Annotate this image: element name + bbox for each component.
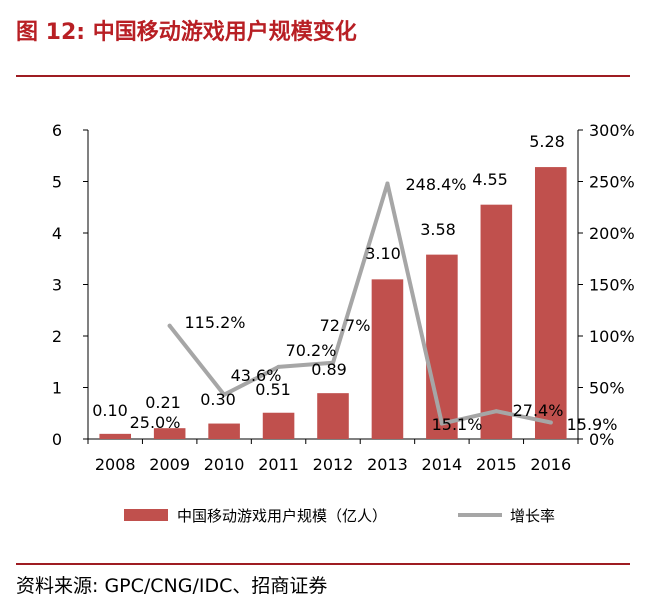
x-tick-label: 2009 xyxy=(149,455,190,474)
bar-data-label: 4.55 xyxy=(472,170,508,189)
x-tick-label: 2012 xyxy=(313,455,354,474)
y-right-tick-label: 250% xyxy=(589,173,635,192)
combo-chart: 0 1 2 3 4 5 6 0% 50% 100% 150% 200% 250% 300% 2008 2009… xyxy=(52,121,635,525)
bar xyxy=(208,423,240,439)
legend-line-label: 增长率 xyxy=(510,507,555,525)
y-right-tick-label: 200% xyxy=(589,224,635,243)
y-right-tick-label: 0% xyxy=(589,430,614,449)
bar-data-label: 0.10 xyxy=(92,401,128,420)
growth-rate-point xyxy=(439,421,444,426)
bar xyxy=(534,167,567,439)
y-right-tick-label: 100% xyxy=(589,327,635,346)
line-data-label: 115.2% xyxy=(184,313,245,332)
y-left-tick-label: 2 xyxy=(52,327,62,346)
line-data-label: 70.2% xyxy=(286,341,337,360)
bar xyxy=(426,254,458,439)
y-left-tick-label: 3 xyxy=(52,276,62,295)
x-tick-label: 2015 xyxy=(476,455,517,474)
x-tick-label: 2011 xyxy=(258,455,299,474)
source-note: 资料来源: GPC/CNG/IDC、招商证券 xyxy=(16,575,328,597)
x-tick-label: 2014 xyxy=(422,455,463,474)
y-right-tick-label: 300% xyxy=(589,121,635,140)
line-data-label: 72.7% xyxy=(320,316,371,335)
title-divider xyxy=(16,75,630,77)
bar-data-label: 0.21 xyxy=(145,393,181,412)
y-left-tick-label: 6 xyxy=(52,121,62,140)
bar-data-label: 0.51 xyxy=(255,380,291,399)
growth-rate-line xyxy=(167,181,553,426)
line-data-label: 15.9% xyxy=(567,415,618,434)
y-left-tick-label: 4 xyxy=(52,224,62,243)
x-tick-label: 2008 xyxy=(95,455,136,474)
x-tick-label: 2016 xyxy=(530,455,571,474)
footer-divider xyxy=(16,563,630,565)
line-data-label: 43.6% xyxy=(231,366,282,385)
growth-rate-point xyxy=(331,360,335,365)
growth-rate-point xyxy=(494,409,499,414)
line-data-label: 248.4% xyxy=(405,175,466,194)
legend-bar-label: 中国移动游戏用户规模（亿人） xyxy=(177,507,387,525)
line-data-label: 15.1% xyxy=(432,415,483,434)
bar xyxy=(262,412,295,439)
line-data-label: 27.4% xyxy=(513,401,564,420)
x-tick-label: 2013 xyxy=(367,455,408,474)
growth-rate-point xyxy=(385,181,390,186)
legend-bar-swatch xyxy=(124,509,168,521)
bar-data-label: 0.89 xyxy=(311,360,347,379)
bar xyxy=(371,279,404,439)
growth-rate-point xyxy=(222,392,227,397)
y-right-tick-label: 150% xyxy=(589,276,635,295)
bar xyxy=(99,433,132,439)
figure-title: 图 12: 中国移动游戏用户规模变化 xyxy=(16,20,357,45)
bar xyxy=(317,393,349,439)
bar-data-label: 3.10 xyxy=(365,244,401,263)
bar-data-label: 0.30 xyxy=(200,390,236,409)
bar xyxy=(480,204,513,439)
bar-data-label: 3.58 xyxy=(420,220,456,239)
growth-rate-point xyxy=(276,364,281,369)
y-left-tick-label: 0 xyxy=(52,430,62,449)
y-left-tick-label: 1 xyxy=(52,379,62,398)
y-left-tick-label: 5 xyxy=(52,173,62,192)
bar-data-label: 5.28 xyxy=(529,132,565,151)
bar xyxy=(153,428,186,439)
growth-rate-point xyxy=(167,323,172,328)
growth-rate-point xyxy=(548,420,553,425)
line-data-label: 25.0% xyxy=(130,413,181,432)
y-right-tick-label: 50% xyxy=(589,379,625,398)
x-tick-label: 2010 xyxy=(204,455,245,474)
